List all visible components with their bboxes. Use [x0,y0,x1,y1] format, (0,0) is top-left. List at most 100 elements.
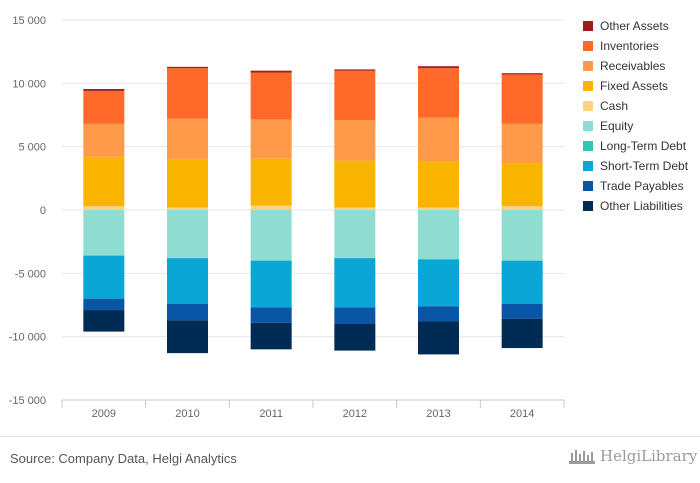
legend-item[interactable]: Receivables [583,56,688,76]
legend-swatch [583,141,593,151]
legend-swatch [583,101,593,111]
legend-item[interactable]: Trade Payables [583,176,688,196]
bar-segment [250,205,292,210]
bar-segment [501,73,543,75]
legend-label: Other Assets [600,19,669,33]
bar-segment [418,161,459,208]
legend-item[interactable]: Other Liabilities [583,196,688,216]
gridlines [62,19,564,338]
bar-segment [501,303,543,319]
bar-segment [83,89,125,91]
bar-segment [250,260,292,308]
axes: 15 000 10 000 5 000 0 -5 000 -10 000 -15 000 20… [9,15,565,420]
bar-segment [501,260,543,304]
bar-segment [501,210,543,261]
bar-segment [83,298,125,311]
bar-segment [418,210,459,260]
legend-label: Equity [600,119,634,133]
bar-segment [334,258,376,308]
bar-segment [250,322,292,350]
legend-label: Fixed Assets [600,79,669,93]
bar-segment [250,70,292,73]
legend-item[interactable]: Inventories [583,36,688,56]
bar-segment [250,210,292,261]
bar-segment [83,210,125,256]
bar-segment [501,123,543,164]
bar-segment [250,158,292,206]
legend-swatch [583,161,593,171]
legend-item[interactable]: Equity [583,116,688,136]
bar-segment [334,210,376,259]
helgi-library-logo: HelgiLibrary [568,447,697,465]
legend-item[interactable]: Fixed Assets [583,76,688,96]
legend-swatch [583,81,593,91]
bar-segment [250,119,292,159]
bar-segment [334,70,376,121]
bar-segment [501,206,543,210]
y-tick-label: 0 [40,205,46,217]
bar-segment [167,210,208,259]
bar-segment [418,321,459,355]
legend-label: Other Liabilities [600,199,683,213]
bar-segment [334,307,376,324]
legend-item[interactable]: Short-Term Debt [583,156,688,176]
bar-segment [83,123,125,157]
bar-segment [334,69,376,71]
bar-segment [334,120,376,161]
legend-swatch [583,121,593,131]
bar-segment [418,306,459,322]
legend-swatch [583,41,593,51]
bar-segment [83,156,125,207]
bar-segment [418,66,459,69]
bar-segment [418,207,459,210]
source-note: Source: Company Data, Helgi Analytics [10,451,237,466]
bar-segment [334,324,376,351]
bar-segment [334,160,376,208]
bar-segment [83,255,125,299]
footer-divider [0,436,700,437]
y-tick-label: -10 000 [9,332,46,344]
bar-segment [167,207,208,210]
x-tick-label: 2010 [175,408,199,420]
bar-segment [250,72,292,120]
bar-segment [418,117,459,162]
bar-segment [167,118,208,160]
legend-label: Cash [600,99,629,113]
bar-segment [167,258,208,304]
bar-segment [167,66,208,69]
legend-item[interactable]: Cash [583,96,688,116]
legend-label: Trade Payables [600,179,684,193]
bar-segment [250,307,292,323]
legend-label: Long-Term Debt [600,139,687,153]
bars [83,66,543,355]
bar-segment [501,318,543,349]
y-tick-label: 5 000 [18,142,46,154]
bar-segment [167,303,208,321]
legend-item[interactable]: Other Assets [583,16,688,36]
bar-segment [83,90,125,124]
x-tick-label: 2009 [92,408,116,420]
bar-segment [167,320,208,354]
bar-segment [83,206,125,210]
legend-swatch [583,61,593,71]
bar-segment [83,310,125,332]
x-tick-label: 2014 [510,408,534,420]
x-tick-label: 2013 [426,408,450,420]
bar-segment [418,259,459,307]
legend-label: Inventories [600,39,659,53]
y-tick-label: -5 000 [15,268,46,280]
legend: Other Assets Inventories Receivables Fixed … [583,16,688,216]
y-tick-label: 15 000 [12,15,46,27]
bar-segment [501,74,543,124]
legend-swatch [583,21,593,31]
legend-swatch [583,201,593,211]
bar-segment [501,163,543,207]
legend-swatch [583,181,593,191]
bar-segment [167,68,208,119]
stacked-bar-chart: 15 000 10 000 5 000 0 -5 000 -10 000 -15 000 20… [9,15,565,420]
y-tick-label: -15 000 [9,395,46,407]
legend-item[interactable]: Long-Term Debt [583,136,688,156]
bar-segment [167,159,208,208]
y-tick-label: 10 000 [12,78,46,90]
library-building-icon [569,450,595,464]
